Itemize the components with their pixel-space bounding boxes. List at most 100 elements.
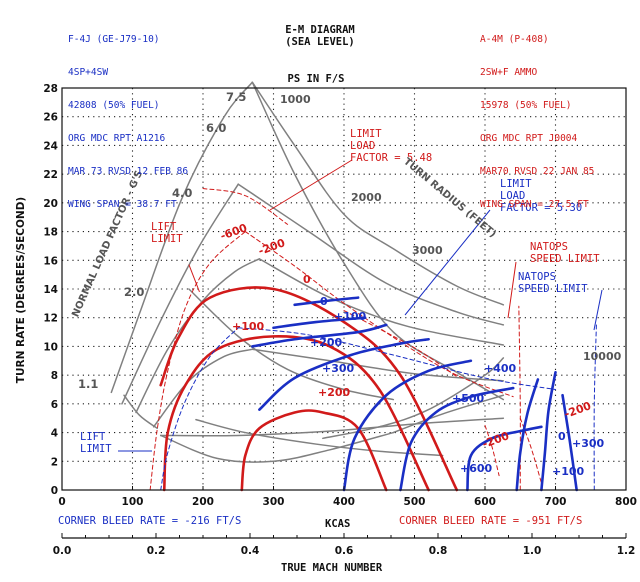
load-factor-line xyxy=(237,183,505,326)
f4j-ps-contour xyxy=(399,386,515,492)
a4m-ps-contour xyxy=(240,409,388,492)
a4m-info-line: 15978 (50% FUEL) xyxy=(480,100,572,111)
f4j-ps-label: +400 xyxy=(484,362,517,375)
annotation-blue: NATOPS SPEED LIMIT xyxy=(518,271,588,295)
f4j-info-line: 42808 (50% FUEL) xyxy=(68,100,160,111)
turn-radius-line xyxy=(322,357,505,440)
f4j-info-line: WING SPAN = 38.7 FT xyxy=(68,199,177,210)
mach-tick-label: 0.6 xyxy=(335,545,354,557)
a4m-corner-bleed: CORNER BLEED RATE = -951 FT/S xyxy=(399,515,583,527)
a4m-ps-label: -200 xyxy=(257,236,288,258)
a4m-ps-contour xyxy=(484,424,500,477)
f4j-ps-contour xyxy=(272,316,367,330)
a4m-ps-contour xyxy=(519,417,542,484)
mach-tick-label: 0.2 xyxy=(147,545,166,557)
f4j-ps-label: +300 xyxy=(322,362,355,375)
f4j-speed-limit-line xyxy=(593,324,597,491)
f4j-info-line: 4SP+4SW xyxy=(68,67,109,78)
f4j-lift-limit-line xyxy=(160,327,239,491)
grid-lines xyxy=(62,88,626,490)
f4j-ps-contour xyxy=(342,359,473,492)
turn-radius-line xyxy=(251,81,505,401)
natops-leader-blue xyxy=(593,289,603,331)
load-factor-line xyxy=(123,394,158,430)
a4m-ps-label: -600 xyxy=(219,221,250,243)
a4m-info-line: MAR70 RVSD 22 JAN 85 xyxy=(480,166,595,177)
a4m-info-line: ORG MDC RPT J0004 xyxy=(480,133,578,144)
a4m-ps-label: +200 xyxy=(318,386,351,399)
turn-radius-label: 3000 xyxy=(412,244,443,257)
f4j-info-line: F-4J (GE-J79-10) xyxy=(68,34,160,45)
load-factor-and-radius-lines xyxy=(110,81,505,463)
a4m-lift-limit-line xyxy=(149,231,246,491)
turn-radius-line xyxy=(159,431,395,463)
x-tick-label: 600 xyxy=(474,496,496,508)
f4j-info-block: F-4J (GE-J79-10) 4SP+4SW 42808 (50% FUEL… xyxy=(68,12,188,221)
load-factor-line xyxy=(110,81,254,394)
x-tick-label: 300 xyxy=(263,496,285,508)
load-factor-line xyxy=(251,81,505,306)
load-factor-line xyxy=(152,348,254,428)
f4j-ps-label: 0 xyxy=(558,430,566,443)
y-tick-label: 28 xyxy=(43,83,58,95)
limit-load-leader-blue xyxy=(404,209,491,316)
load-factor-line xyxy=(135,258,261,414)
a4m-ps-label: 0 xyxy=(303,273,311,286)
f4j-ps-contour xyxy=(258,337,430,411)
y-tick-label: 18 xyxy=(43,227,58,239)
f4j-info-line: MAR 73 RVSD 12 FEB 86 xyxy=(68,166,189,177)
mach-tick-label: 0.8 xyxy=(429,545,448,557)
y-tick-label: 0 xyxy=(51,485,58,497)
f4j-info-line: ORG MDC RPT A1216 xyxy=(68,133,166,144)
a4m-speed-limit-line xyxy=(518,305,521,491)
turn-radius-line xyxy=(188,288,395,401)
lift-limit-leader xyxy=(188,264,200,293)
f4j-ps-label: +200 xyxy=(310,336,343,349)
f4j-ps-contour xyxy=(540,370,557,492)
mach-tick-label: 1.2 xyxy=(617,545,636,557)
load-factor-line xyxy=(121,183,239,405)
a4m-ps-contour xyxy=(159,286,459,492)
load-factor-label: 2.0 xyxy=(124,285,144,299)
natops-leader-red xyxy=(507,261,517,319)
plot-frame xyxy=(61,87,627,539)
mach-tick-label: 1.0 xyxy=(523,545,542,557)
y-tick-label: 22 xyxy=(43,169,58,181)
f4j-ps-label: 0 xyxy=(320,295,328,308)
load-factor-line xyxy=(251,348,505,382)
y-tick-label: 24 xyxy=(43,140,58,152)
x-tick-label: 0 xyxy=(58,496,65,508)
a4m-ps-contours xyxy=(149,159,542,492)
a4m-ps-contour xyxy=(162,335,430,492)
load-factor-label: 7.5 xyxy=(226,90,246,104)
x-tick-label: 700 xyxy=(545,496,567,508)
turn-radius-line xyxy=(195,418,444,457)
y-axis-label: TURN RATE (DEGREES/SECOND) xyxy=(15,197,27,383)
a4m-info-line: 2SW+F AMMO xyxy=(480,67,538,78)
f4j-ps-contours xyxy=(118,209,603,492)
x-tick-label: 200 xyxy=(192,496,214,508)
y-tick-label: 8 xyxy=(51,370,58,382)
turn-radius-label: 2000 xyxy=(351,191,382,204)
y-tick-label: 14 xyxy=(43,284,58,296)
turn-radius-label: 1000 xyxy=(280,93,311,106)
y-tick-label: 20 xyxy=(43,198,58,210)
x-tick-label: 500 xyxy=(404,496,426,508)
a4m-load-limit-line xyxy=(244,231,514,398)
y-tick-label: 26 xyxy=(43,112,58,124)
a4m-ps-label: +100 xyxy=(232,320,265,333)
f4j-ps-label: +100 xyxy=(334,310,367,323)
turn-radius-line xyxy=(392,394,505,434)
f4j-ps-contour xyxy=(293,296,360,307)
f4j-ps-label: +300 xyxy=(572,437,605,450)
annotation-red: LIFT LIMIT xyxy=(151,221,183,245)
y-tick-label: 6 xyxy=(51,399,58,411)
mach-tick-label: 0.4 xyxy=(241,545,260,557)
f4j-ps-contour xyxy=(561,393,578,492)
y-tick-label: 10 xyxy=(43,341,58,353)
annotation-blue: LIMIT LOAD FACTOR = 5.30 xyxy=(500,178,582,214)
x-tick-label: 800 xyxy=(615,496,637,508)
chart-subtitle: (SEA LEVEL) xyxy=(285,36,355,48)
load-factor-line xyxy=(159,417,505,437)
